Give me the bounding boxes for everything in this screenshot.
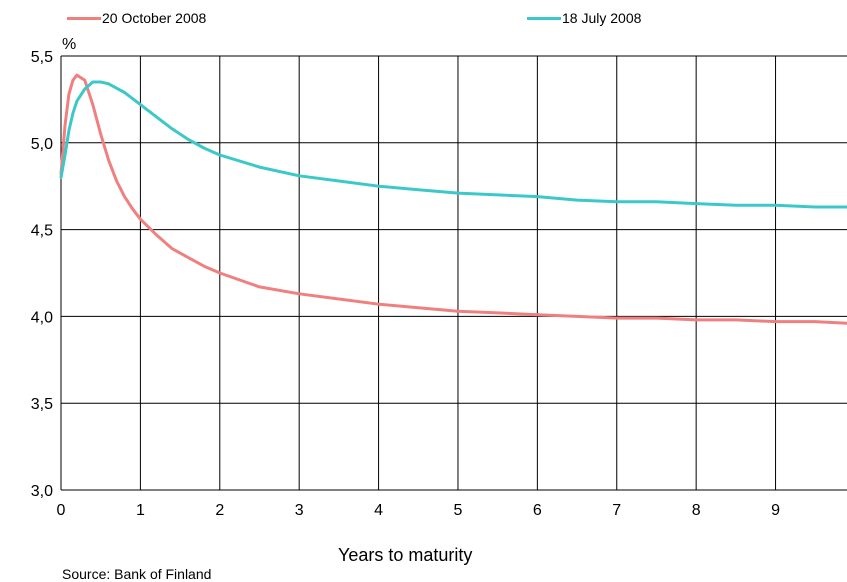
legend-label-series-2: 18 July 2008 — [562, 10, 642, 26]
y-tick-label: 4,0 — [31, 309, 53, 326]
chart-ticks: 3,0 3,5 4,0 4,5 5,0 5,5 0 1 2 3 4 5 6 7 8 9 — [31, 49, 780, 519]
chart-grid — [60, 55, 847, 491]
x-tick-label: 8 — [692, 502, 701, 519]
x-tick-label: 3 — [295, 502, 304, 519]
x-tick-label: 0 — [57, 502, 66, 519]
x-axis-label: Years to maturity — [338, 545, 473, 565]
y-tick-label: 5,0 — [31, 136, 53, 153]
series-line-2 — [59, 80, 847, 209]
x-tick-label: 4 — [374, 502, 383, 519]
x-tick-label: 6 — [533, 502, 542, 519]
y-tick-label: 5,5 — [31, 49, 53, 66]
x-tick-label: 5 — [454, 502, 463, 519]
x-tick-label: 1 — [136, 502, 145, 519]
legend-swatch-series-2 — [527, 17, 561, 20]
legend-swatch-series-1 — [67, 17, 101, 20]
y-tick-label: 3,0 — [31, 483, 53, 500]
chart-series — [59, 73, 847, 325]
x-tick-label: 7 — [612, 502, 621, 519]
y-tick-label: 3,5 — [31, 396, 53, 413]
x-tick-label: 2 — [215, 502, 224, 519]
series-line-1 — [59, 73, 847, 325]
x-tick-label: 9 — [771, 502, 780, 519]
legend-label-series-1: 20 October 2008 — [102, 10, 207, 26]
y-tick-label: 4,5 — [31, 223, 53, 240]
source-note: Source: Bank of Finland — [62, 566, 212, 582]
y-axis-unit-label: % — [62, 36, 77, 53]
